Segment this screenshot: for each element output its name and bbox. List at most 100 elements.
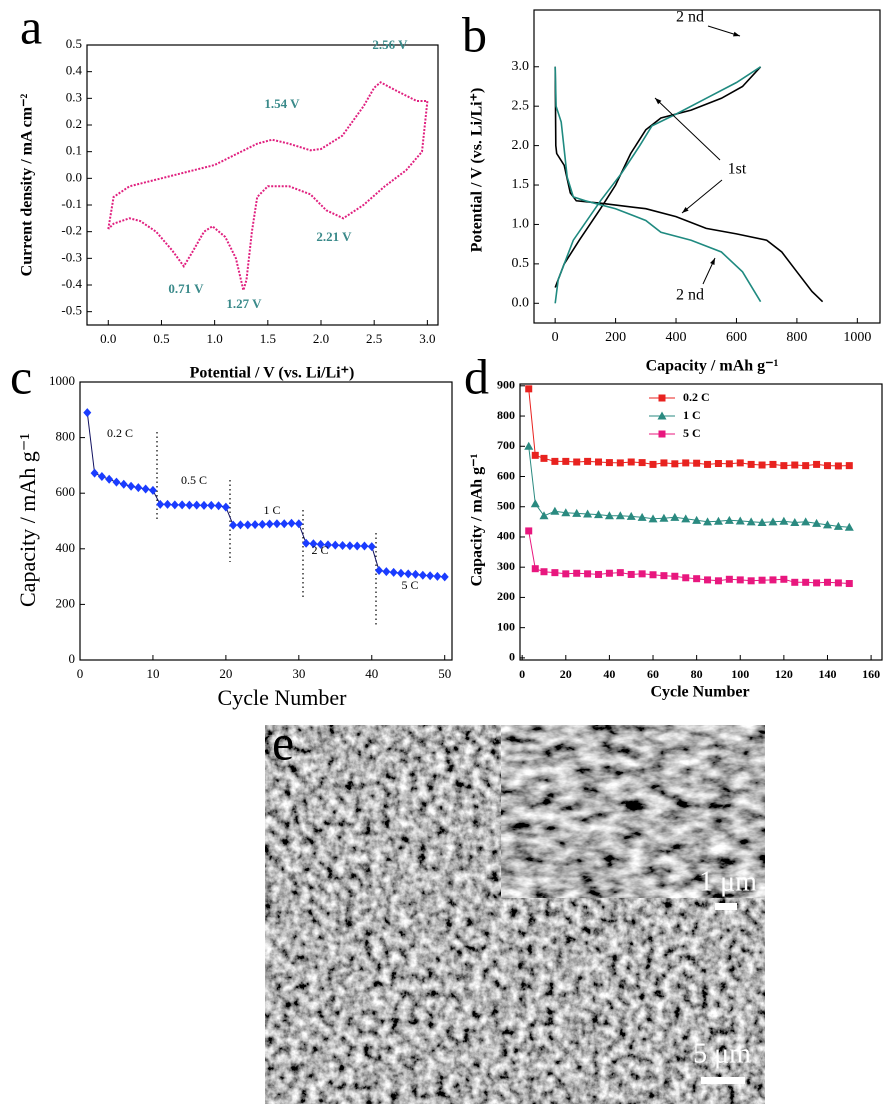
marker: [331, 540, 340, 550]
annotation: 1.54 V: [264, 96, 300, 111]
y-tick-label: 2.5: [512, 98, 530, 113]
legend-label: 5 C: [683, 426, 701, 440]
x-tick-label: 400: [666, 330, 687, 345]
marker: [682, 459, 690, 467]
marker: [112, 477, 121, 487]
marker: [583, 509, 593, 518]
y-tick-label: -0.4: [61, 276, 82, 291]
marker: [258, 519, 267, 529]
panel-label: a: [20, 0, 42, 54]
marker: [550, 506, 560, 515]
y-axis-title: Potential / V (vs. Li/Li⁺): [469, 88, 486, 253]
plot-frame: [86, 44, 439, 326]
marker: [265, 519, 274, 529]
marker: [693, 459, 701, 467]
y-tick-label: 900: [497, 378, 515, 392]
marker: [389, 567, 398, 577]
x-tick-label: 0: [77, 666, 84, 681]
arrow-head: [655, 98, 662, 105]
x-axis-title: Cycle Number: [218, 685, 348, 710]
marker: [90, 468, 99, 478]
marker: [682, 574, 690, 582]
x-axis-title: Capacity / mAh g⁻¹: [646, 358, 779, 375]
marker: [584, 457, 592, 465]
marker: [714, 577, 722, 585]
x-tick-label: 10: [146, 666, 159, 681]
y-tick-label: 1000: [49, 373, 75, 388]
marker: [823, 462, 831, 470]
marker: [539, 511, 549, 520]
y-tick-label: 800: [497, 408, 515, 422]
marker: [747, 460, 755, 468]
marker: [338, 540, 347, 550]
marker: [713, 516, 723, 525]
x-tick-label: 20: [560, 667, 572, 681]
marker: [531, 565, 539, 573]
y-tick-label: 0.0: [512, 296, 530, 311]
marker: [616, 569, 624, 577]
x-tick-label: 20: [219, 666, 232, 681]
annotation: 2.21 V: [316, 229, 352, 244]
marker: [316, 539, 325, 549]
series-line: [86, 412, 445, 578]
x-tick-label: 0.0: [100, 331, 116, 346]
arrow: [681, 179, 723, 214]
marker: [671, 460, 679, 468]
marker: [714, 460, 722, 468]
marker: [148, 485, 157, 495]
marker: [627, 570, 635, 578]
marker: [280, 519, 289, 529]
marker: [627, 458, 635, 466]
plot-frame: [79, 381, 453, 661]
x-tick-label: 3.0: [419, 331, 435, 346]
marker: [703, 517, 713, 526]
annotation: 0.5 C: [181, 473, 207, 487]
x-tick-label: 120: [775, 667, 793, 681]
marker: [660, 572, 668, 580]
series-line: [107, 81, 429, 295]
marker: [584, 570, 592, 578]
marker: [524, 441, 534, 450]
y-tick-label: 400: [56, 540, 76, 555]
marker: [229, 520, 238, 530]
annotation: 2.56 V: [372, 37, 408, 52]
x-tick-label: 50: [438, 666, 451, 681]
marker: [540, 454, 548, 462]
marker: [779, 516, 789, 525]
marker: [747, 577, 755, 585]
panel-label: d: [464, 348, 489, 404]
marker: [163, 499, 172, 509]
marker: [287, 518, 296, 528]
marker: [637, 512, 647, 521]
panel: a 0.0 0.5 1.0 1.5 2.0 2.5 3.0 -0.5 -0.4 -0.3 -0.2 -0…: [19, 0, 439, 382]
marker: [801, 517, 811, 526]
marker: [561, 508, 571, 517]
marker: [440, 572, 449, 582]
y-tick-label: 600: [56, 484, 76, 499]
marker: [833, 521, 843, 530]
marker: [207, 500, 216, 510]
marker: [638, 459, 646, 467]
marker: [649, 571, 657, 579]
marker: [83, 408, 92, 418]
marker: [411, 569, 420, 579]
panel-label: c: [10, 348, 32, 404]
marker: [214, 501, 223, 511]
scale-bar: [701, 1077, 745, 1084]
marker: [822, 520, 832, 529]
marker: [595, 570, 603, 578]
marker: [658, 394, 666, 402]
marker: [141, 484, 150, 494]
marker: [725, 460, 733, 468]
marker: [725, 575, 733, 583]
annotation: 2 nd: [676, 287, 704, 304]
marker: [525, 385, 533, 393]
y-tick-label: 0.5: [66, 36, 82, 51]
x-tick-label: 140: [818, 667, 836, 681]
marker: [813, 579, 821, 587]
marker: [156, 499, 165, 509]
marker: [530, 499, 540, 508]
x-tick-label: 2.0: [313, 331, 329, 346]
y-axis-title: Capacity / mAh g⁻¹: [15, 433, 40, 607]
